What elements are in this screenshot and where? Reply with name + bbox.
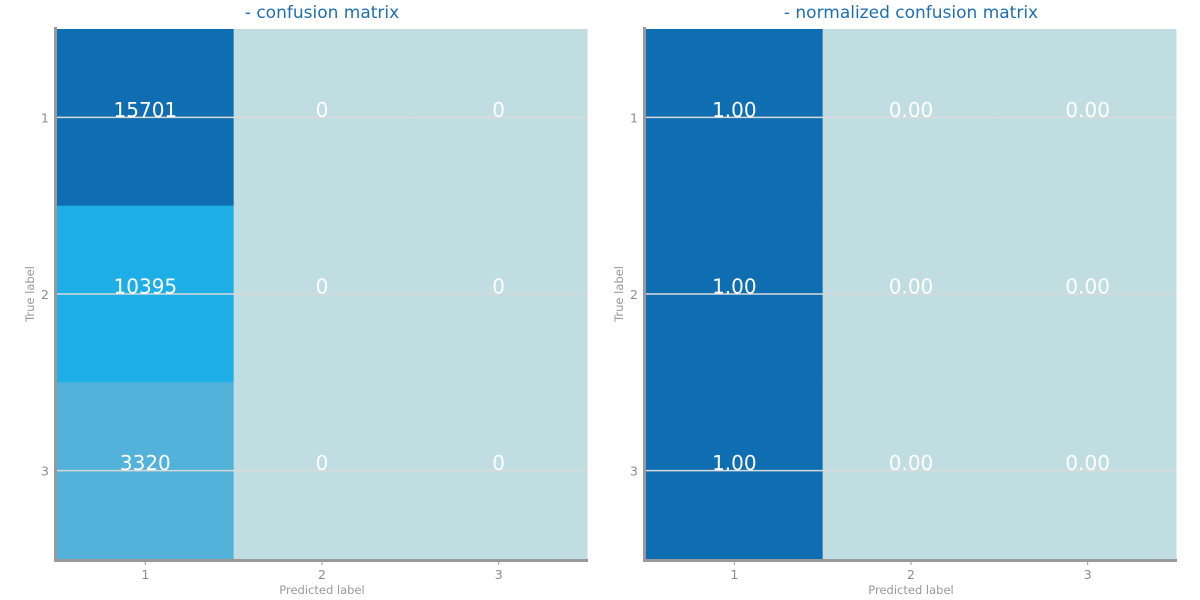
y-axis-label: True label: [612, 266, 626, 323]
cell-label: 0: [492, 275, 505, 299]
cell-label: 0.00: [889, 98, 934, 122]
cell-label: 15701: [114, 98, 178, 122]
cell-label: 1.00: [712, 98, 757, 122]
cell-label: 0: [492, 98, 505, 122]
y-tick-label: 1: [41, 110, 49, 125]
cell-label: 0.00: [889, 451, 934, 475]
chart-title: - normalized confusion matrix: [784, 3, 1038, 23]
x-tick-label: 1: [730, 567, 738, 582]
cell-label: 0.00: [1065, 275, 1110, 299]
y-tick-label: 2: [630, 287, 638, 302]
x-tick-label: 2: [907, 567, 915, 582]
x-axis-label: Predicted label: [279, 583, 364, 597]
y-tick-label: 1: [630, 110, 638, 125]
y-tick-label: 2: [41, 287, 49, 302]
x-axis-label: Predicted label: [868, 583, 953, 597]
cell-label: 0: [492, 451, 505, 475]
x-tick-label: 3: [495, 567, 503, 582]
y-tick-label: 3: [630, 464, 638, 479]
cell-label: 0.00: [889, 275, 934, 299]
y-tick-label: 3: [41, 464, 49, 479]
cell-label: 10395: [114, 275, 178, 299]
cell-label: 0.00: [1065, 451, 1110, 475]
cell-label: 1.00: [712, 275, 757, 299]
cell-label: 3320: [120, 451, 171, 475]
cell-label: 0.00: [1065, 98, 1110, 122]
y-axis-label: True label: [23, 266, 37, 323]
cell-label: 0: [316, 98, 329, 122]
cell-label: 0: [316, 275, 329, 299]
x-tick-label: 2: [318, 567, 326, 582]
x-tick-label: 1: [141, 567, 149, 582]
cell-label: 1.00: [712, 451, 757, 475]
cell-label: 0: [316, 451, 329, 475]
chart-title: - confusion matrix: [245, 3, 399, 23]
x-tick-label: 3: [1084, 567, 1092, 582]
